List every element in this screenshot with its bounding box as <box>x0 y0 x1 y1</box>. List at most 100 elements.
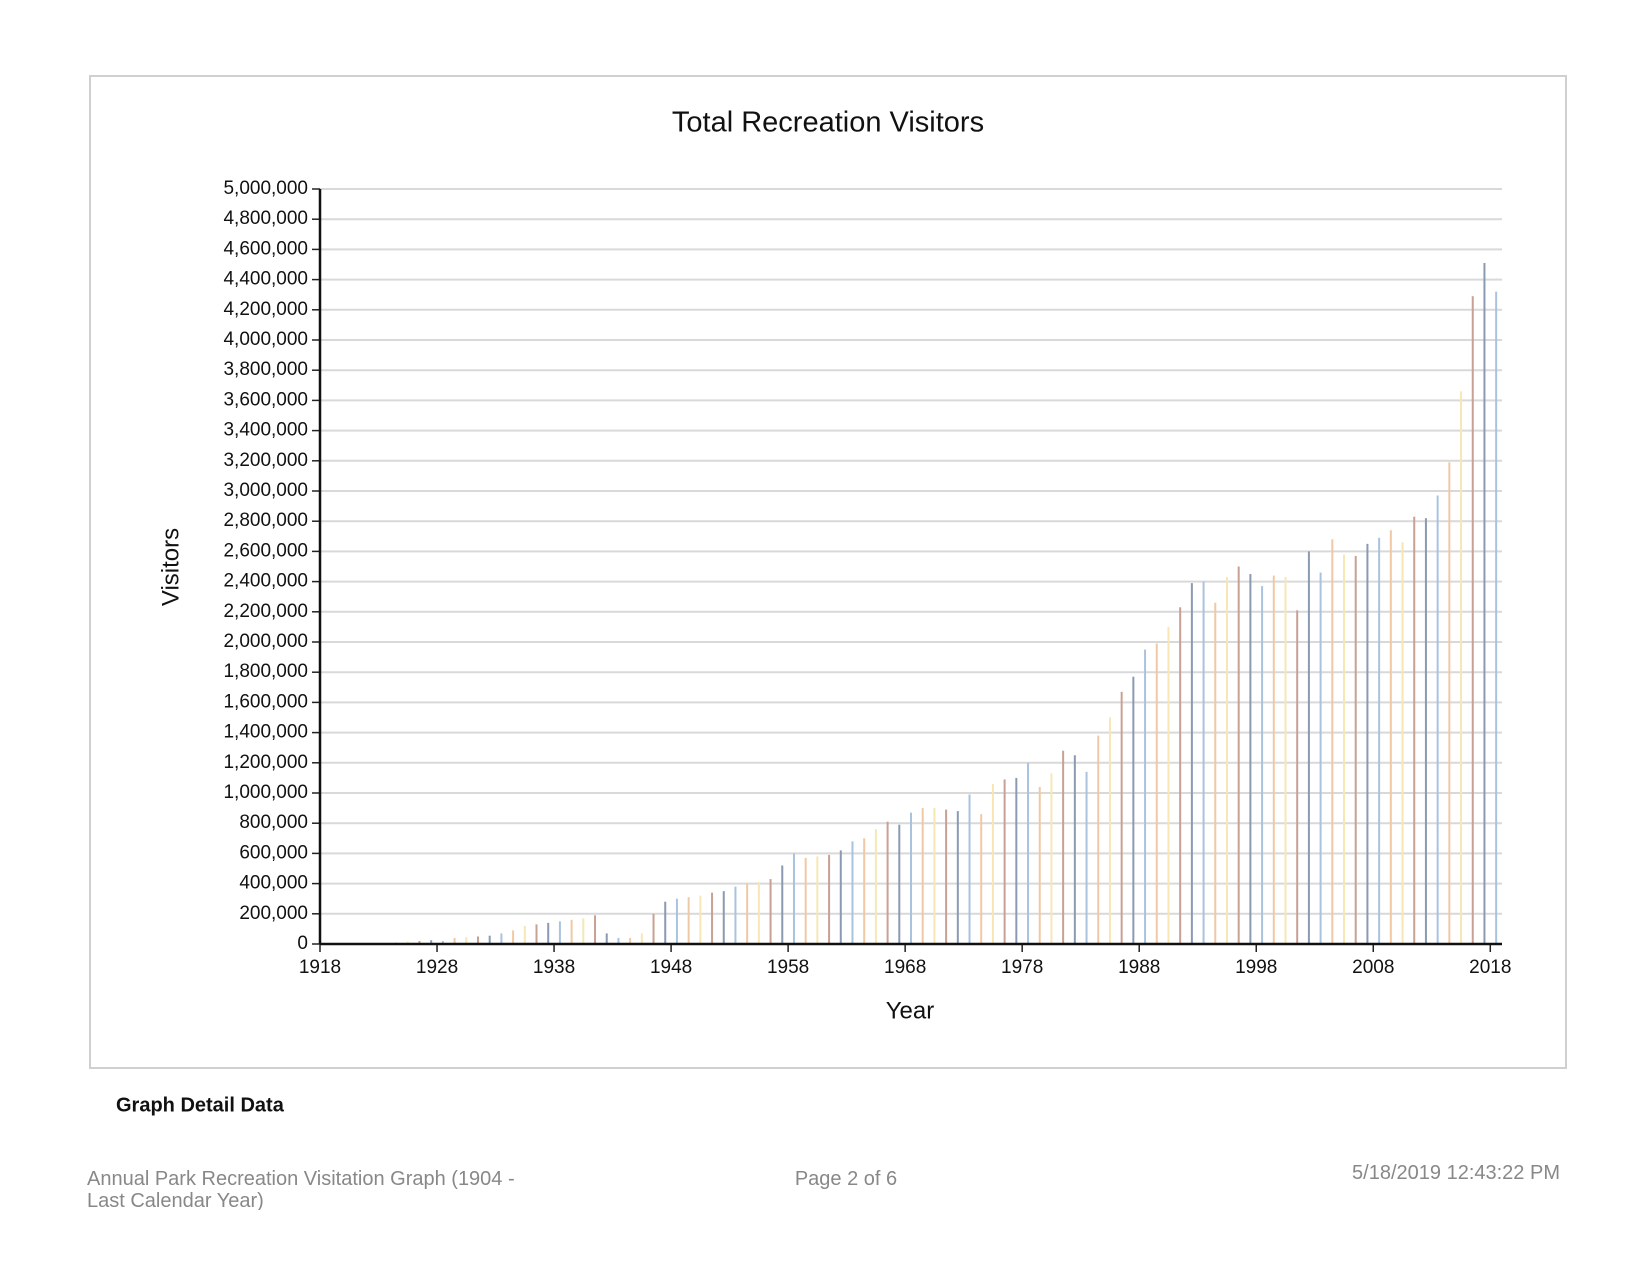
y-tick-label: 3,200,000 <box>223 450 308 471</box>
bar <box>1366 543 1369 944</box>
y-tick-label: 1,200,000 <box>223 752 308 773</box>
chart-title: Total Recreation Visitors <box>672 107 984 139</box>
bar <box>558 921 561 944</box>
x-tick-label: 2008 <box>1352 957 1394 978</box>
bar <box>1050 773 1053 944</box>
bar <box>512 930 515 944</box>
bar <box>1343 554 1346 944</box>
bar <box>1436 495 1439 944</box>
y-tick-label: 4,200,000 <box>223 299 308 320</box>
bar <box>652 913 655 944</box>
bar <box>1097 735 1100 944</box>
bar <box>1120 691 1123 944</box>
bar <box>757 882 760 944</box>
y-tick-label: 3,400,000 <box>223 420 308 441</box>
y-tick-label: 4,800,000 <box>223 208 308 229</box>
bar <box>1471 296 1474 945</box>
chart-frame <box>89 75 1567 1069</box>
bar <box>991 783 994 944</box>
bar <box>500 933 503 944</box>
bar <box>687 897 690 944</box>
bar <box>430 940 433 944</box>
y-tick-label: 2,800,000 <box>223 510 308 531</box>
y-axis-label: Visitors <box>157 528 184 606</box>
bar <box>1378 537 1381 944</box>
bar <box>886 821 889 944</box>
x-tick-label: 1978 <box>1001 957 1043 978</box>
bar <box>488 935 491 944</box>
bar <box>968 794 971 944</box>
section-heading: Graph Detail Data <box>116 1094 285 1116</box>
y-tick-label: 3,600,000 <box>223 389 308 410</box>
bar <box>570 919 573 944</box>
y-tick-label: 2,600,000 <box>223 540 308 561</box>
y-tick-label: 200,000 <box>239 903 308 924</box>
bar <box>945 809 948 944</box>
bar <box>699 895 702 944</box>
bar <box>910 812 912 944</box>
bar <box>441 940 444 944</box>
x-tick-label: 2018 <box>1469 957 1511 978</box>
bar <box>956 811 959 944</box>
bar <box>1413 516 1416 944</box>
bar <box>605 933 608 944</box>
bar <box>1167 626 1170 944</box>
bar <box>453 937 456 944</box>
footer-right: 5/18/2019 12:43:22 PM <box>1352 1162 1560 1184</box>
footer-center: Page 2 of 6 <box>794 1168 898 1190</box>
footer-left: Annual Park Recreation Visitation Graph … <box>87 1168 515 1210</box>
bar <box>1401 542 1404 944</box>
x-axis-label: Year <box>886 997 935 1024</box>
bar <box>1296 610 1299 944</box>
y-tick-label: 1,000,000 <box>223 782 308 803</box>
y-tick-label: 5,000,000 <box>223 178 308 199</box>
bar <box>874 829 877 944</box>
bar <box>839 850 842 944</box>
bar <box>1424 518 1427 944</box>
bar <box>1331 539 1334 944</box>
bar <box>1319 572 1322 944</box>
bar <box>1284 577 1287 944</box>
bar <box>1190 583 1193 944</box>
bar <box>1179 607 1182 944</box>
bar <box>933 808 936 944</box>
bar <box>1460 391 1463 945</box>
bar <box>781 865 784 944</box>
bar <box>1389 530 1392 944</box>
bar <box>804 857 807 944</box>
bar <box>1448 462 1451 944</box>
bar <box>523 925 526 944</box>
bar <box>476 936 479 944</box>
bar <box>1354 555 1357 944</box>
bar <box>675 898 678 944</box>
bar <box>1085 771 1088 944</box>
bar <box>547 922 550 944</box>
y-tick-label: 4,400,000 <box>223 269 308 290</box>
bar <box>1155 643 1158 944</box>
bar <box>1307 551 1310 944</box>
y-tick-label: 4,600,000 <box>223 238 308 259</box>
bar <box>640 933 643 944</box>
bar <box>1027 762 1030 944</box>
bar <box>828 854 831 944</box>
x-tick-label: 1938 <box>533 957 575 978</box>
bar <box>1225 577 1228 944</box>
bar <box>617 937 620 944</box>
bar <box>465 937 468 944</box>
y-tick-label: 3,000,000 <box>223 480 308 501</box>
bar <box>722 891 725 944</box>
y-tick-label: 1,600,000 <box>223 691 308 712</box>
y-tick-label: 4,000,000 <box>223 329 308 350</box>
bar <box>1483 262 1486 944</box>
bar <box>769 879 772 944</box>
bar <box>1038 786 1041 944</box>
y-tick-label: 1,800,000 <box>223 661 308 682</box>
bar <box>1015 777 1018 944</box>
bar <box>1495 291 1498 944</box>
y-tick-label: 2,400,000 <box>223 571 308 592</box>
bar <box>734 886 737 944</box>
x-tick-label: 1998 <box>1235 957 1277 978</box>
bar <box>746 883 749 944</box>
y-tick-label: 400,000 <box>239 873 308 894</box>
